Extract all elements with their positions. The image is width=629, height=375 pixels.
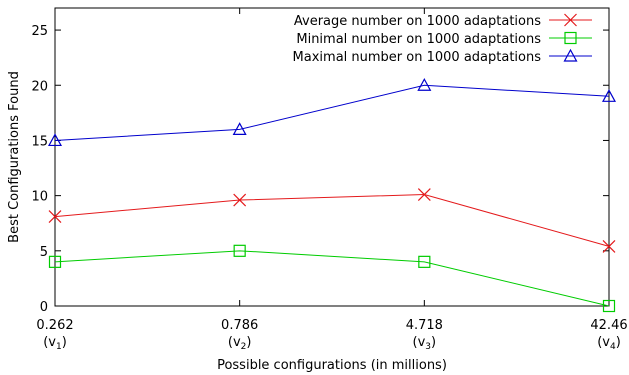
x-axis-ticks: 0.262 (v1) 0.786 (v2) 4.718 (v3) 42.46 (v4) — [36, 8, 628, 352]
y-tick-label: 20 — [31, 79, 48, 94]
legend-entry: Average number on 1000 adaptations — [294, 13, 592, 29]
legend-entry: Minimal number on 1000 adaptations — [296, 31, 592, 47]
data-point — [48, 255, 62, 268]
y-tick-label: 5 — [40, 245, 48, 260]
legend-marker — [563, 48, 578, 62]
x-tick-label: 4.718 — [406, 318, 443, 333]
y-tick-label: 10 — [31, 190, 48, 205]
data-point — [417, 78, 432, 91]
series-square — [48, 244, 616, 313]
data-point — [417, 188, 431, 201]
x-axis-title: Possible configurations (in millions) — [217, 358, 447, 373]
legend-marker — [564, 13, 577, 27]
x-tick-sublabel: (v4) — [597, 335, 621, 352]
y-tick-label: 0 — [40, 300, 48, 315]
series-line — [54, 250, 610, 307]
legend-entry: Maximal number on 1000 adaptations — [293, 48, 592, 65]
series-triangle — [47, 78, 617, 147]
data-point — [48, 210, 62, 224]
data-point — [418, 255, 431, 268]
x-tick-label: 0.262 — [36, 318, 73, 333]
legend-label: Average number on 1000 adaptations — [294, 14, 541, 29]
y-tick-label: 25 — [31, 24, 48, 39]
y-axis-ticks: 0 5 10 15 20 25 — [31, 24, 609, 315]
y-tick-label: 15 — [31, 134, 48, 149]
x-tick-sublabel: (v3) — [413, 335, 437, 352]
y-axis-title: Best Configurations Found — [7, 71, 22, 243]
legend-label: Maximal number on 1000 adaptations — [293, 50, 542, 65]
legend-marker — [564, 31, 577, 45]
x-tick-label: 0.786 — [221, 318, 258, 333]
x-tick-sublabel: (v1) — [43, 335, 67, 352]
data-point — [232, 122, 247, 136]
data-point — [602, 239, 616, 253]
series-line — [54, 84, 610, 141]
series-line — [54, 194, 610, 247]
plot-frame — [54, 7, 610, 307]
data-point — [601, 89, 617, 102]
data-point — [233, 244, 246, 257]
data-point — [602, 299, 616, 313]
series-layer — [47, 78, 617, 313]
legend-label: Minimal number on 1000 adaptations — [296, 32, 541, 47]
x-tick-label: 42.46 — [590, 318, 627, 333]
legend: Average number on 1000 adaptations Minima… — [293, 13, 592, 65]
series-x — [48, 188, 616, 253]
data-point — [233, 193, 247, 207]
x-tick-sublabel: (v2) — [228, 335, 252, 352]
data-point — [47, 133, 63, 147]
